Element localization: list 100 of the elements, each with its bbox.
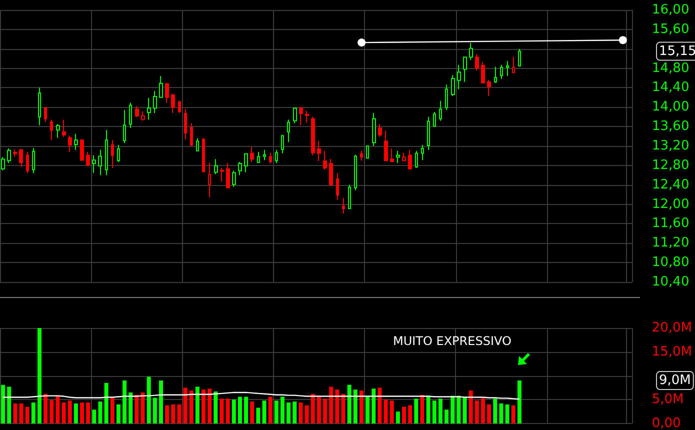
- candlestick: [475, 54, 479, 71]
- bar: [220, 398, 224, 424]
- candlestick: [269, 152, 272, 164]
- candlestick: [451, 74, 455, 96]
- candlestick: [402, 152, 406, 162]
- bar: [323, 398, 328, 424]
- candlestick: [165, 82, 169, 104]
- bar: [286, 402, 291, 424]
- bar: [493, 398, 498, 424]
- bar: [214, 392, 218, 424]
- y-tick-label: 12,80: [652, 158, 690, 173]
- bar: [86, 402, 90, 424]
- candlestick: [396, 150, 400, 164]
- bar: [505, 404, 510, 424]
- candlestick: [421, 144, 424, 161]
- bar: [74, 403, 78, 424]
- bar: [372, 388, 376, 424]
- candlestick: [32, 147, 35, 174]
- bar: [341, 394, 346, 424]
- bar: [444, 410, 449, 424]
- candlestick: [19, 148, 23, 168]
- bar: [262, 400, 266, 424]
- y-tick-label: 10,80: [652, 255, 690, 270]
- y-tick-label: 11,60: [652, 216, 690, 232]
- candlestick: [56, 124, 60, 138]
- bar: [456, 396, 461, 424]
- candlestick: [153, 90, 157, 114]
- candlestick: [469, 42, 473, 61]
- bar: [396, 412, 400, 424]
- candlestick: [487, 79, 491, 96]
- y-tick-label: 12,40: [652, 177, 690, 192]
- bar: [450, 396, 455, 424]
- candlestick: [445, 84, 448, 111]
- text: 9,0M: [659, 373, 691, 388]
- bar: [438, 398, 442, 424]
- annotation: MUITO EXPRESSIVO: [392, 334, 512, 348]
- candlestick: [123, 110, 126, 144]
- bar: [226, 398, 230, 424]
- bar: [183, 388, 188, 424]
- y-tick-label: 15,60: [652, 22, 690, 37]
- candlestick: [98, 149, 102, 176]
- bar: [13, 403, 18, 424]
- candlestick: [329, 158, 333, 186]
- candlestick: [80, 138, 84, 162]
- candlestick: [336, 172, 339, 200]
- bar: [44, 394, 48, 424]
- candlestick: [232, 170, 236, 188]
- bar: [426, 396, 430, 424]
- candlestick: [202, 138, 205, 172]
- bar: [468, 390, 473, 424]
- candlestick: [323, 150, 327, 170]
- text: 15,15: [659, 44, 695, 59]
- y-tick-label: 14,00: [652, 100, 690, 115]
- candlestick: [86, 151, 90, 166]
- candlestick: [74, 133, 78, 150]
- candlestick: [263, 149, 266, 161]
- bar: [165, 405, 170, 424]
- candlestick: [348, 184, 351, 210]
- candlestick: [506, 60, 509, 77]
- bar: [359, 390, 364, 424]
- bar: [134, 394, 139, 424]
- candlestick: [427, 116, 430, 150]
- bar: [329, 386, 334, 424]
- bar: [152, 398, 157, 424]
- y-tick-label: 16,00: [652, 2, 690, 18]
- y-tick-label: 20,0M: [652, 320, 692, 336]
- bar: [517, 380, 522, 424]
- bar: [390, 400, 394, 424]
- candlestick: [178, 100, 181, 114]
- bar: [1, 384, 6, 424]
- candlestick: [226, 162, 230, 188]
- bar: [480, 398, 485, 424]
- candlestick: [457, 64, 461, 90]
- bar: [238, 396, 242, 424]
- bar: [462, 396, 467, 424]
- candlestick: [44, 106, 47, 122]
- bar: [80, 402, 84, 424]
- candlestick: [518, 48, 521, 66]
- bar: [122, 380, 127, 424]
- bar: [335, 390, 340, 424]
- candlestick: [214, 158, 218, 175]
- bar: [140, 392, 145, 424]
- candlestick: [250, 146, 254, 163]
- bar: [366, 396, 370, 424]
- candlestick: [378, 124, 382, 138]
- bar: [92, 410, 96, 424]
- y-tick-label: 14,80: [652, 60, 690, 76]
- candlestick: [366, 146, 369, 159]
- candlestick: [196, 138, 199, 152]
- bar: [408, 405, 412, 424]
- candlestick: [238, 162, 242, 176]
- y-tick-label: 11,20: [652, 236, 690, 251]
- line-series: [2, 392, 520, 400]
- bar: [378, 388, 382, 424]
- y-tick-label: 13,60: [652, 119, 690, 134]
- bar: [353, 390, 358, 424]
- y-tick-label: 14,40: [652, 80, 690, 96]
- candlestick: [275, 149, 278, 164]
- y-tick-label: 13,20: [652, 138, 690, 154]
- candlestick: [512, 56, 515, 74]
